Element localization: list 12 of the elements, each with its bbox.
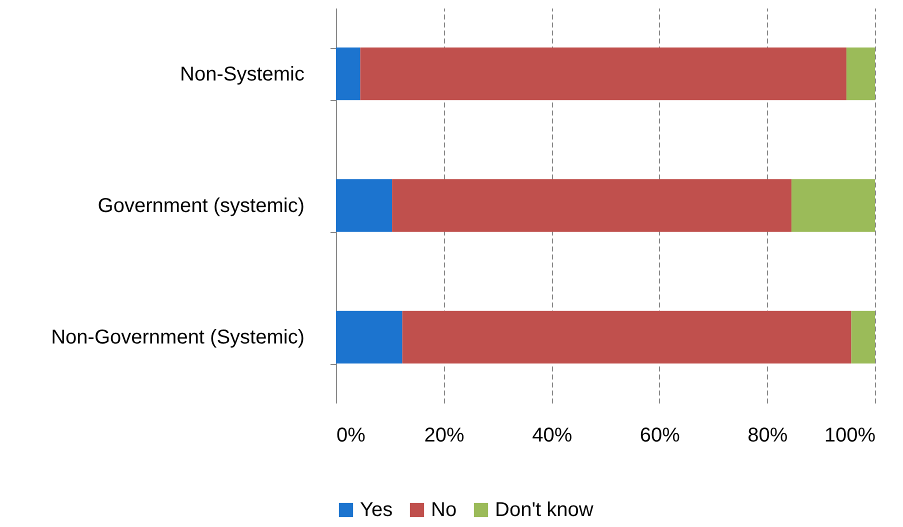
y-tick-label: Non-Government (Systemic) — [51, 326, 304, 349]
legend-label: Yes — [360, 499, 393, 521]
y-tick-label: Non-Systemic — [180, 63, 304, 86]
legend-label: Don't know — [495, 499, 594, 521]
x-tick-label: 100% — [824, 424, 876, 446]
x-tick-label: 0% — [336, 424, 366, 446]
x-tick-label: 40% — [532, 424, 572, 446]
y-tick-label: Government (systemic) — [98, 195, 304, 217]
x-tick-label: 60% — [640, 424, 680, 446]
legend-label: No — [431, 499, 457, 521]
x-tick-label: 20% — [424, 424, 465, 446]
x-tick-label: 80% — [748, 424, 788, 446]
